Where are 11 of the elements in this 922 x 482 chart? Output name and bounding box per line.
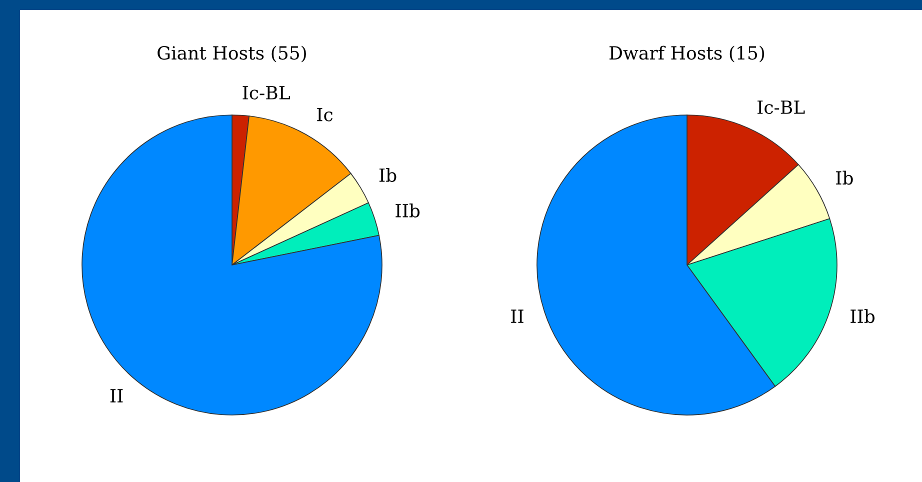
slice-label: Ic-BL	[242, 86, 290, 100]
slice-label: IIb	[396, 204, 420, 218]
slice-label: Ic-BL	[758, 100, 805, 114]
slice-label: Ib	[379, 168, 396, 182]
slice-label: Ib	[836, 170, 853, 185]
chart-title: Dwarf Hosts (15)	[610, 46, 764, 62]
slice-label: IIb	[850, 309, 875, 324]
chart-title: Giant Hosts (55)	[158, 46, 306, 62]
slice-label: Ic	[317, 108, 333, 122]
slice-label: II	[110, 389, 123, 402]
slice-label: II	[511, 310, 524, 323]
